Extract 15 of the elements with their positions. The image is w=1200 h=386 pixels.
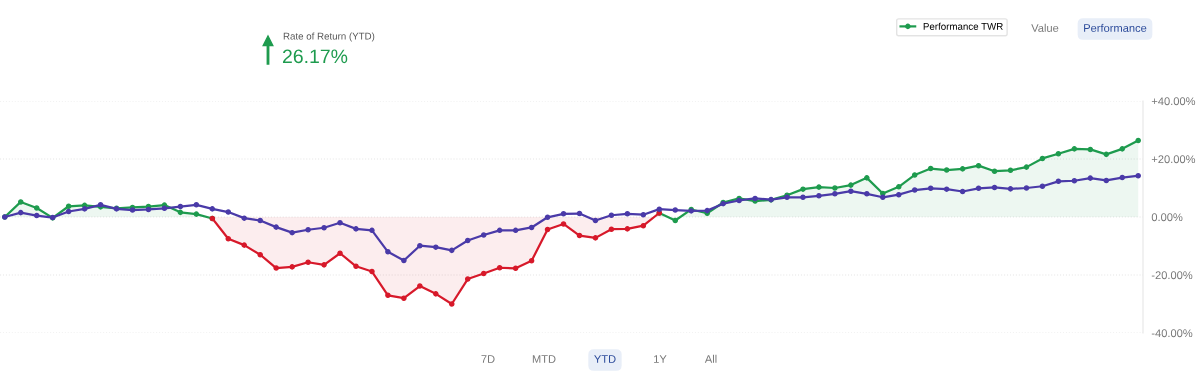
y-tick-label: +20.00% — [1151, 155, 1196, 164]
text: Performance — [1084, 23, 1147, 32]
chart-subtitle: Rate of Return (YTD) — [283, 32, 375, 42]
text: All — [704, 354, 717, 363]
legend-label: Performance TWR — [923, 22, 1003, 30]
chart-title: 26.17% — [282, 49, 348, 64]
y-tick-label: +40.00% — [1151, 97, 1196, 106]
y-tick-label: -40.00% — [1151, 329, 1193, 338]
text: MTD — [532, 355, 556, 363]
text: 1Y — [654, 355, 667, 363]
y-tick-label: -20.00% — [1151, 271, 1193, 280]
y-tick-label: 0.00% — [1151, 213, 1183, 222]
text: Value — [1031, 23, 1059, 32]
text: 7D — [481, 355, 495, 363]
text: YTD — [594, 355, 616, 363]
